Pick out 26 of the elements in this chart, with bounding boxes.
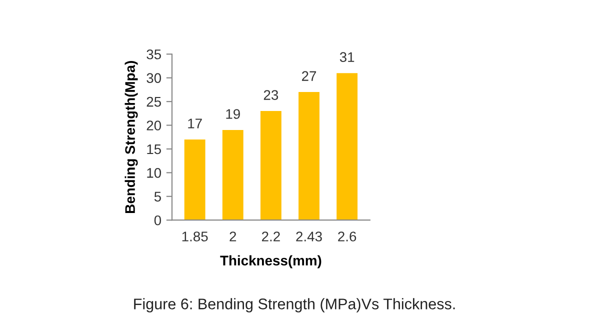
bar xyxy=(336,73,358,220)
data-label: 23 xyxy=(264,90,278,100)
y-tick-label: 10 xyxy=(147,168,162,178)
y-tick-label: 5 xyxy=(154,192,161,202)
y-axis-title: Bending Strength(Mpa) xyxy=(124,61,138,213)
x-tick-label: 2.43 xyxy=(296,232,322,242)
x-axis-title: Thickness(mm) xyxy=(220,255,322,268)
x-tick-label: 2 xyxy=(230,232,236,242)
y-tick-label: 30 xyxy=(146,73,162,83)
data-label: 27 xyxy=(302,71,316,81)
data-label: 17 xyxy=(188,118,202,128)
data-label: 31 xyxy=(340,52,354,62)
bar xyxy=(222,130,244,220)
y-tick-label: 20 xyxy=(146,120,162,130)
bar xyxy=(184,139,206,220)
x-tick-label: 1.85 xyxy=(182,232,208,242)
bar xyxy=(298,92,320,220)
y-tick-label: 0 xyxy=(154,215,162,226)
y-tick-label: 15 xyxy=(147,144,161,154)
y-tick-label: 25 xyxy=(146,96,161,107)
x-tick-label: 2.2 xyxy=(262,232,280,242)
data-label: 19 xyxy=(226,109,240,119)
x-tick-label: 2.6 xyxy=(338,232,356,242)
caption: Figure 6: Bending Strength (MPa)Vs Thickness. xyxy=(134,298,455,312)
y-tick-label: 35 xyxy=(146,49,161,60)
bar xyxy=(260,111,282,220)
